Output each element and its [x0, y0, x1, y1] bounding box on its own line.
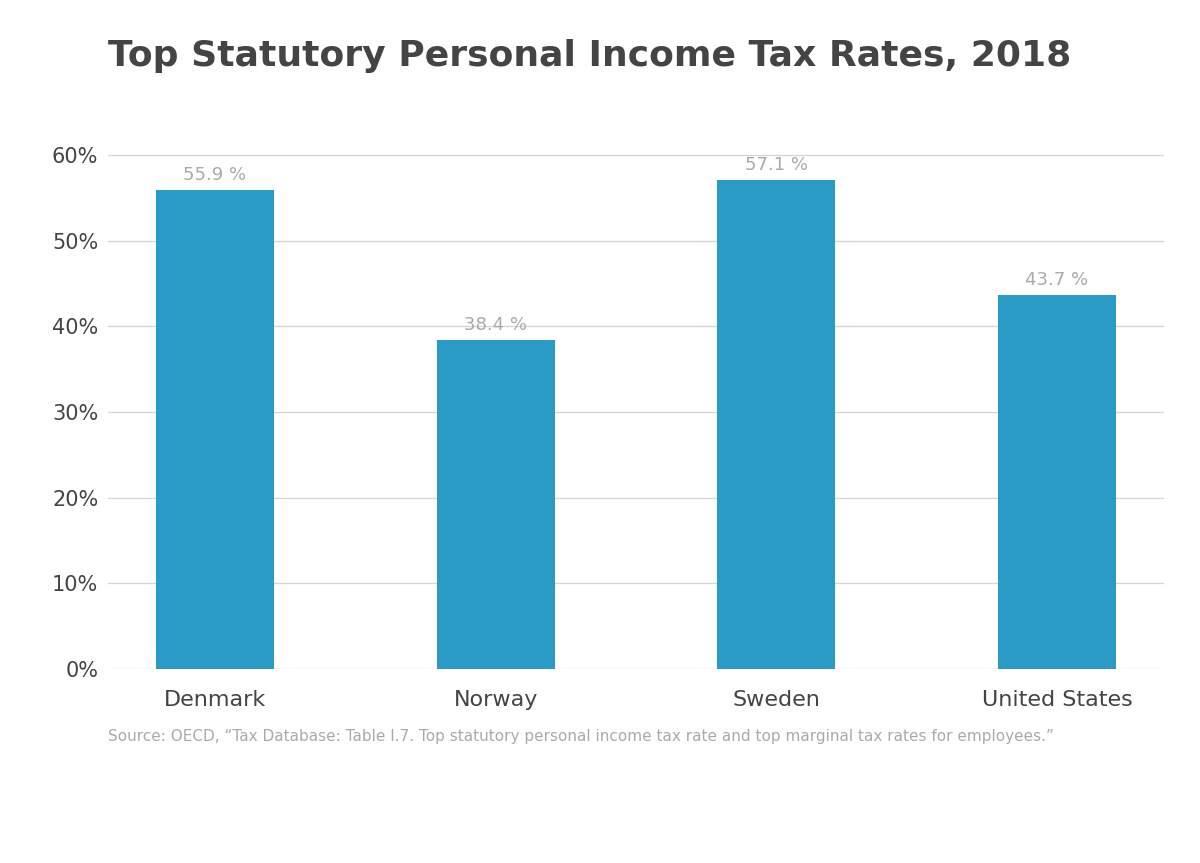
Bar: [156, 190, 274, 669]
Text: 55.9 %: 55.9 %: [184, 166, 246, 184]
Text: 38.4 %: 38.4 %: [464, 316, 527, 334]
Text: 43.7 %: 43.7 %: [1026, 271, 1088, 288]
Text: @TaxFoundation: @TaxFoundation: [1018, 822, 1178, 841]
Bar: [437, 340, 554, 669]
Text: TAX FOUNDATION: TAX FOUNDATION: [22, 822, 215, 841]
Text: 57.1 %: 57.1 %: [745, 156, 808, 173]
Text: Top Statutory Personal Income Tax Rates, 2018: Top Statutory Personal Income Tax Rates,…: [108, 39, 1072, 72]
Bar: [998, 294, 1116, 669]
Bar: [718, 180, 835, 669]
Text: Source: OECD, “Tax Database: Table I.7. Top statutory personal income tax rate a: Source: OECD, “Tax Database: Table I.7. …: [108, 729, 1054, 744]
